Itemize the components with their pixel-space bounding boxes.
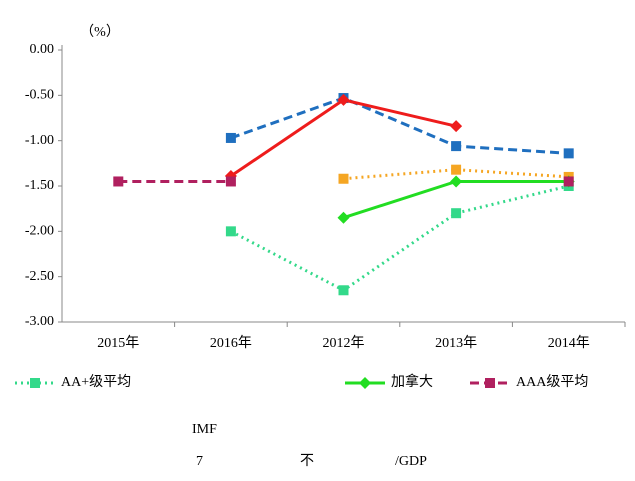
y-tick-label: 0.00 bbox=[30, 42, 55, 57]
legend-label: 加拿大 bbox=[391, 373, 433, 390]
data-point bbox=[337, 211, 350, 224]
note: IMF bbox=[192, 422, 217, 437]
note: 7 bbox=[196, 454, 203, 469]
data-point bbox=[337, 93, 350, 106]
series-line bbox=[343, 168, 569, 181]
data-point bbox=[225, 176, 236, 187]
y-tick-label: -0.50 bbox=[25, 88, 54, 103]
series-line bbox=[230, 96, 569, 155]
data-point bbox=[450, 120, 463, 133]
y-tick-label: -3.00 bbox=[25, 314, 54, 329]
data-point bbox=[338, 173, 349, 184]
legend-label: AAA级平均 bbox=[516, 374, 588, 390]
data-point bbox=[225, 226, 236, 237]
x-tick-label: 2013年 bbox=[435, 335, 477, 351]
y-tick-label: -2.00 bbox=[25, 224, 54, 239]
data-point bbox=[451, 208, 462, 219]
data-point bbox=[338, 285, 349, 296]
series-line bbox=[230, 98, 457, 178]
y-tick-label: -2.50 bbox=[25, 269, 54, 284]
x-tick-label: 2014年 bbox=[548, 335, 590, 351]
note: 不 bbox=[300, 454, 314, 469]
data-point bbox=[225, 132, 236, 143]
data-point bbox=[563, 148, 574, 159]
data-point bbox=[451, 141, 462, 152]
data-point bbox=[30, 378, 40, 388]
series-line bbox=[230, 184, 570, 293]
legend-label: AA+级平均 bbox=[61, 374, 131, 390]
x-tick-label: 2015年 bbox=[97, 335, 139, 351]
x-tick-label: 2016年 bbox=[210, 335, 252, 351]
data-point bbox=[485, 378, 495, 388]
note: /GDP bbox=[395, 454, 427, 469]
y-tick-label: -1.00 bbox=[25, 133, 54, 148]
data-point bbox=[113, 176, 124, 187]
data-point bbox=[359, 377, 371, 389]
x-tick-label: 2012年 bbox=[323, 335, 365, 351]
y-tick-label: -1.50 bbox=[25, 178, 54, 193]
data-point bbox=[450, 175, 463, 188]
data-point bbox=[563, 176, 574, 187]
y-unit-label: （%） bbox=[80, 24, 120, 40]
data-point bbox=[451, 164, 462, 175]
